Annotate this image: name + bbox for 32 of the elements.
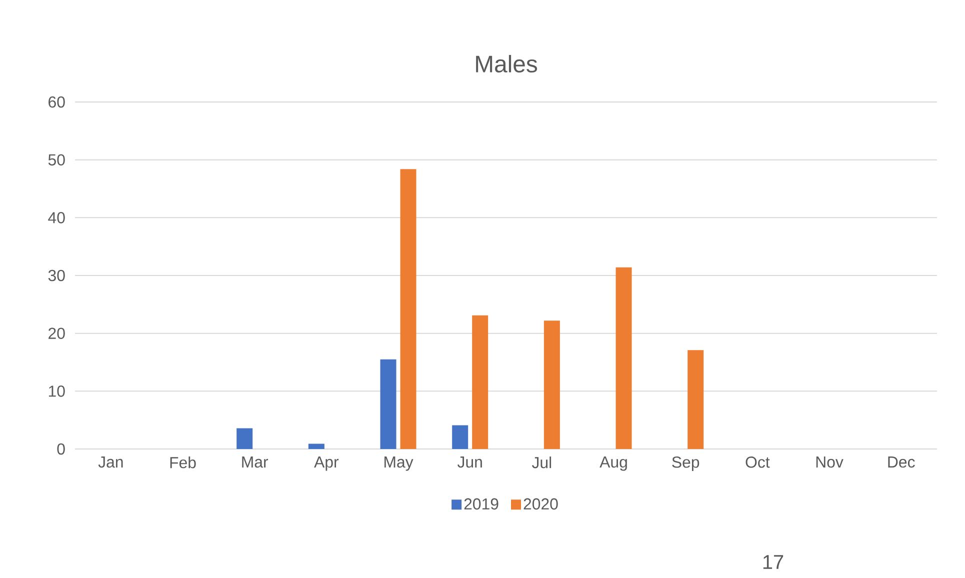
x-tick-label: Sep [672,456,700,471]
legend-label: 2020 [524,498,558,510]
y-tick-label: 40 [48,212,65,224]
x-tick-label: May [384,456,414,471]
x-tick-label: Jul [532,456,552,468]
legend-label: 2019 [464,498,498,510]
x-tick-label: Aug [600,456,627,471]
x-tick-label: Mar [242,456,268,468]
bar [236,428,253,450]
bar [472,315,488,450]
y-tick-label: 60 [48,96,65,108]
y-tick-label: 20 [48,328,65,339]
y-tick-label: 0 [57,443,65,455]
text: 17 [763,555,784,569]
x-tick-label: Nov [816,456,844,468]
bar [616,267,632,450]
bar [400,169,416,450]
bar [380,359,396,450]
x-tick-label: Jan [98,456,123,468]
y-tick-label: 30 [48,270,65,282]
bar [452,425,468,450]
x-tick-label: Feb [170,456,196,468]
bar [308,444,324,450]
y-tick-label: 10 [48,386,65,397]
x-tick-label: Apr [314,456,339,471]
y-tick-label: 50 [48,154,65,166]
bar [688,350,704,450]
x-tick-label: Oct [746,456,770,468]
x-tick-label: Dec [888,456,915,468]
x-tick-label: Jun [457,456,482,468]
bar [544,320,560,450]
chart-title: Males [476,54,538,73]
